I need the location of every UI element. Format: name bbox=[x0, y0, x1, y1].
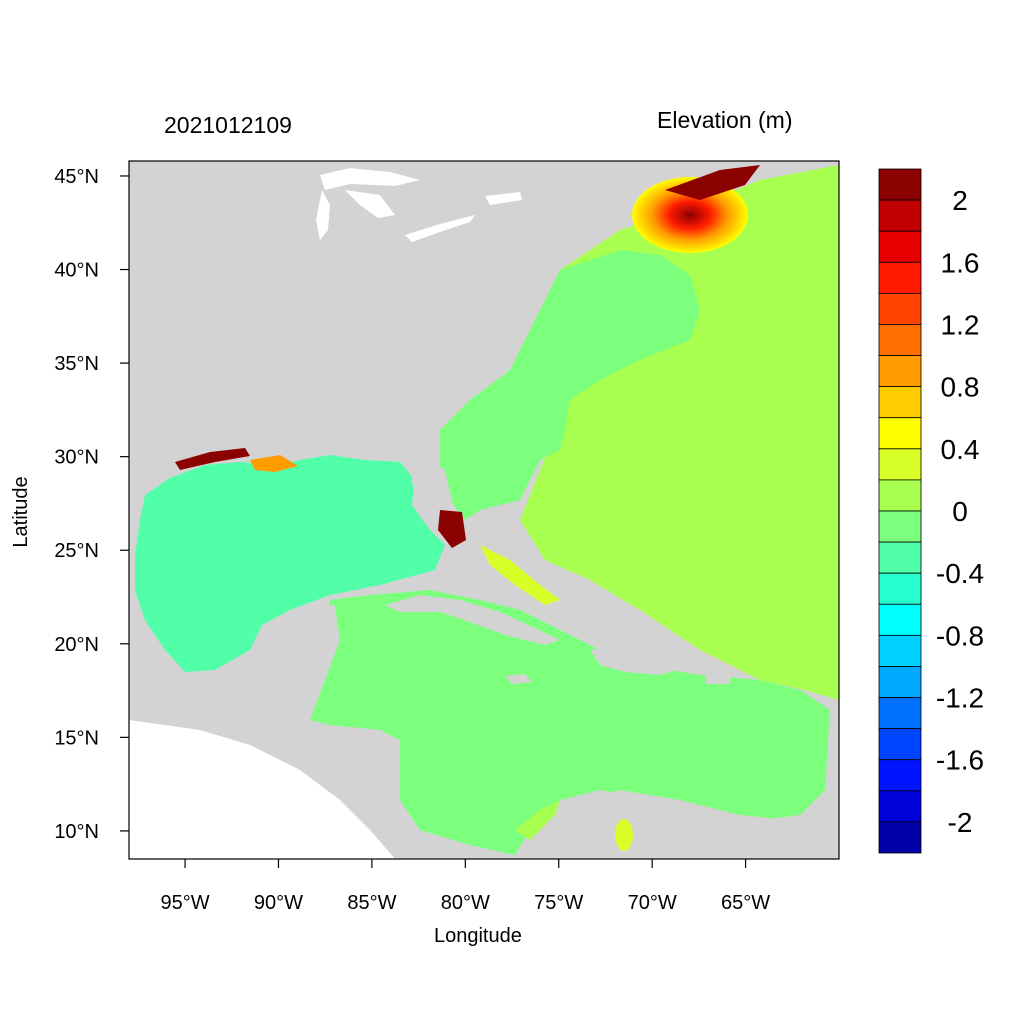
colorbar-cell bbox=[878, 603, 922, 636]
colorbar-label: 2 bbox=[952, 185, 968, 216]
y-tick-label: 40°N bbox=[54, 260, 99, 282]
colorbar-cell bbox=[878, 510, 922, 543]
colorbar: 2 1.6 1.2 0.8 0.4 0 -0.4 -0.8 -1.2 -1.6 -2 bbox=[878, 168, 984, 854]
island-jamaica bbox=[505, 674, 532, 684]
colombia-coast-water bbox=[515, 800, 560, 840]
lake-superior bbox=[320, 168, 420, 190]
colorbar-cell bbox=[878, 448, 922, 481]
plot-frame bbox=[128, 160, 840, 860]
colorbar-cell bbox=[878, 417, 922, 450]
x-tick-label: 75°W bbox=[534, 892, 583, 914]
colorbar-cell bbox=[878, 634, 922, 667]
gulf-of-maine-surge bbox=[632, 177, 748, 253]
y-tick-label: 20°N bbox=[54, 634, 99, 656]
y-tick-label: 35°N bbox=[54, 353, 99, 375]
island-puerto-rico bbox=[705, 676, 730, 684]
colorbar-cell bbox=[878, 790, 922, 823]
y-tick-label: 30°N bbox=[54, 447, 99, 469]
timestamp-label: 2021012109 bbox=[164, 112, 292, 138]
bahamas-banks bbox=[480, 545, 560, 605]
south-america-coast bbox=[515, 790, 839, 859]
colorbar-cell bbox=[878, 479, 922, 512]
gulf-coast-surge bbox=[175, 448, 250, 470]
x-axis-title: Longitude bbox=[434, 925, 522, 947]
colorbar-label: -0.8 bbox=[936, 620, 984, 651]
colorbar-cell bbox=[878, 821, 922, 854]
pacific-ocean bbox=[129, 720, 395, 859]
colorbar-label: -2 bbox=[948, 807, 973, 838]
colorbar-label: 1.6 bbox=[941, 247, 980, 278]
colorbar-cell bbox=[878, 292, 922, 325]
lake-maracaibo bbox=[615, 819, 633, 851]
colorbar-cell bbox=[878, 666, 922, 698]
colorbar-label: 1.2 bbox=[941, 309, 980, 340]
region-atlantic-shelf bbox=[440, 250, 700, 520]
colorbar-cell bbox=[878, 697, 922, 730]
colorbar-label: -1.6 bbox=[936, 745, 984, 776]
island-cuba bbox=[385, 595, 560, 645]
x-tick-label: 85°W bbox=[347, 892, 396, 914]
colorbar-cell bbox=[878, 261, 922, 294]
x-tick-label: 80°W bbox=[441, 892, 490, 914]
lake-erie bbox=[405, 215, 475, 242]
colorbar-label: -0.4 bbox=[936, 558, 984, 589]
colorbar-label: -1.2 bbox=[936, 683, 984, 714]
x-tick-label: 65°W bbox=[721, 892, 770, 914]
colorbar-cell bbox=[878, 541, 922, 574]
colorbar-label: 0.4 bbox=[941, 434, 980, 465]
x-tick-label: 90°W bbox=[254, 892, 303, 914]
x-tick-label: 95°W bbox=[160, 892, 209, 914]
y-tick-label: 45°N bbox=[54, 166, 99, 188]
colorbar-label: 0 bbox=[952, 496, 968, 527]
yucatan-peninsula bbox=[262, 605, 340, 720]
louisiana-surge bbox=[250, 455, 298, 472]
island-hispaniola bbox=[590, 645, 685, 675]
variable-title: Elevation (m) bbox=[657, 107, 793, 133]
colorbar-cell bbox=[878, 355, 922, 388]
colorbar-cell bbox=[878, 572, 922, 605]
colorbar-label: 0.8 bbox=[941, 372, 980, 403]
colorbar-cell bbox=[878, 324, 922, 356]
x-tick-label: 70°W bbox=[628, 892, 677, 914]
x-axis-ticks: 95°W 90°W 85°W 80°W 75°W 70°W 65°W bbox=[160, 859, 770, 914]
nova-scotia-coast bbox=[665, 165, 760, 200]
y-axis-ticks: 45°N 40°N 35°N 30°N 25°N 20°N 15°N 10°N bbox=[54, 166, 129, 843]
colorbar-cell bbox=[878, 230, 922, 263]
colorbar-cell bbox=[878, 759, 922, 792]
lake-ontario bbox=[485, 192, 522, 205]
region-gulf-of-mexico bbox=[135, 455, 445, 672]
colorbar-cell bbox=[878, 168, 922, 201]
y-tick-label: 10°N bbox=[54, 821, 99, 843]
lake-huron bbox=[345, 190, 395, 218]
y-tick-label: 25°N bbox=[54, 540, 99, 562]
y-tick-label: 15°N bbox=[54, 727, 99, 749]
region-caribbean bbox=[310, 590, 830, 855]
colorbar-cell bbox=[878, 199, 922, 232]
colorbar-cell bbox=[878, 386, 922, 419]
colorbar-cell bbox=[878, 728, 922, 761]
map-layers bbox=[129, 161, 839, 859]
south-florida-surge bbox=[438, 510, 466, 548]
lake-michigan bbox=[316, 190, 330, 240]
